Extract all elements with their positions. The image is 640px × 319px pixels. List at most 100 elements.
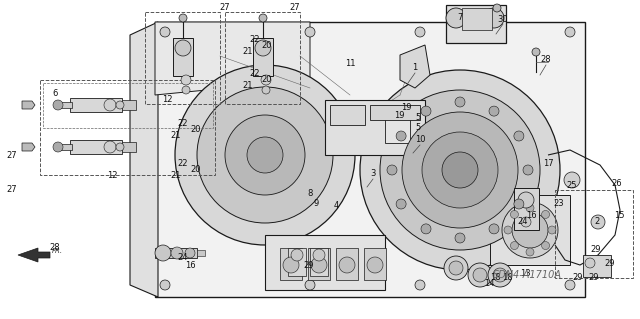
Bar xyxy=(583,255,611,277)
Circle shape xyxy=(523,165,533,175)
Bar xyxy=(70,140,122,154)
Text: 23: 23 xyxy=(554,199,564,209)
Text: 14: 14 xyxy=(484,279,494,288)
Circle shape xyxy=(526,248,534,256)
Circle shape xyxy=(415,280,425,290)
Polygon shape xyxy=(155,22,310,95)
Circle shape xyxy=(360,70,560,270)
Text: 4: 4 xyxy=(333,202,339,211)
Bar xyxy=(310,248,328,276)
Circle shape xyxy=(489,224,499,234)
Circle shape xyxy=(511,211,518,219)
Circle shape xyxy=(521,217,531,227)
Bar xyxy=(197,250,205,256)
Text: 13: 13 xyxy=(520,270,531,278)
Text: 22: 22 xyxy=(178,159,188,167)
Text: 8: 8 xyxy=(307,189,313,198)
Circle shape xyxy=(564,172,580,188)
Text: 21: 21 xyxy=(243,81,253,91)
Text: 28: 28 xyxy=(541,56,551,64)
Circle shape xyxy=(225,115,305,195)
Text: 5: 5 xyxy=(415,122,420,131)
Circle shape xyxy=(247,137,283,173)
Text: 15: 15 xyxy=(614,211,624,219)
Text: 12: 12 xyxy=(107,170,117,180)
Polygon shape xyxy=(18,248,50,262)
Circle shape xyxy=(311,257,327,273)
Text: 22: 22 xyxy=(178,120,188,129)
Bar xyxy=(370,105,420,120)
Circle shape xyxy=(259,14,267,22)
Bar xyxy=(43,83,213,128)
Circle shape xyxy=(518,192,534,208)
Text: 20: 20 xyxy=(262,41,272,50)
Circle shape xyxy=(591,215,605,229)
Text: 18: 18 xyxy=(502,273,512,283)
Circle shape xyxy=(182,86,190,94)
Circle shape xyxy=(313,249,325,261)
Text: 11: 11 xyxy=(345,58,355,68)
Circle shape xyxy=(442,152,478,188)
Circle shape xyxy=(421,224,431,234)
Circle shape xyxy=(171,247,183,259)
Circle shape xyxy=(396,131,406,141)
Text: FR.: FR. xyxy=(52,248,63,254)
Circle shape xyxy=(484,8,504,28)
Circle shape xyxy=(396,199,406,209)
Text: 3: 3 xyxy=(371,169,376,179)
Bar xyxy=(514,188,539,230)
Circle shape xyxy=(160,280,170,290)
Circle shape xyxy=(455,233,465,243)
Bar xyxy=(330,105,365,125)
Bar xyxy=(253,38,273,76)
Bar xyxy=(122,142,136,152)
Circle shape xyxy=(511,241,518,249)
Bar xyxy=(336,248,358,280)
Bar xyxy=(385,108,410,143)
Text: 12: 12 xyxy=(162,95,172,105)
Circle shape xyxy=(502,202,558,258)
Circle shape xyxy=(181,75,191,85)
Bar xyxy=(155,22,585,297)
Circle shape xyxy=(116,143,124,151)
Bar xyxy=(155,248,197,258)
Bar xyxy=(555,190,633,278)
Circle shape xyxy=(421,106,431,116)
Text: 18: 18 xyxy=(490,273,500,283)
Circle shape xyxy=(514,199,524,209)
Circle shape xyxy=(402,112,518,228)
Text: 2: 2 xyxy=(595,218,600,226)
Bar xyxy=(173,38,193,76)
Text: 25: 25 xyxy=(567,182,577,190)
Text: 20: 20 xyxy=(191,166,201,174)
Text: 6: 6 xyxy=(52,88,58,98)
Text: 29: 29 xyxy=(573,272,583,281)
Text: 16: 16 xyxy=(525,211,536,219)
Bar xyxy=(145,12,220,104)
Polygon shape xyxy=(130,22,158,297)
Circle shape xyxy=(455,97,465,107)
Polygon shape xyxy=(22,101,35,109)
Circle shape xyxy=(305,27,315,37)
Circle shape xyxy=(532,48,540,56)
Bar xyxy=(58,144,72,150)
Circle shape xyxy=(262,86,270,94)
Text: 19: 19 xyxy=(401,103,412,113)
Circle shape xyxy=(548,226,556,234)
Bar xyxy=(446,5,506,43)
Circle shape xyxy=(504,226,512,234)
Circle shape xyxy=(261,75,271,85)
Circle shape xyxy=(53,100,63,110)
Bar xyxy=(122,100,136,110)
Circle shape xyxy=(512,212,548,248)
Circle shape xyxy=(197,87,333,223)
Circle shape xyxy=(179,14,187,22)
Text: 27: 27 xyxy=(290,4,300,12)
Circle shape xyxy=(493,268,507,282)
Text: 24: 24 xyxy=(518,218,528,226)
Text: 30: 30 xyxy=(498,16,508,25)
Text: 22: 22 xyxy=(250,35,260,44)
Text: 29: 29 xyxy=(591,244,601,254)
Circle shape xyxy=(291,249,303,261)
Circle shape xyxy=(185,248,195,258)
